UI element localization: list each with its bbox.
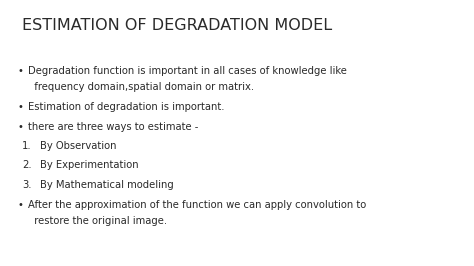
Text: •: • (18, 102, 24, 112)
Text: After the approximation of the function we can apply convolution to: After the approximation of the function … (28, 200, 366, 210)
Text: By Experimentation: By Experimentation (40, 160, 138, 171)
Text: By Mathematical modeling: By Mathematical modeling (40, 180, 174, 190)
Text: Degradation function is important in all cases of knowledge like: Degradation function is important in all… (28, 66, 347, 76)
Text: •: • (18, 66, 24, 76)
Text: By Observation: By Observation (40, 141, 117, 151)
Text: 3.: 3. (22, 180, 31, 190)
Text: •: • (18, 200, 24, 210)
Text: ESTIMATION OF DEGRADATION MODEL: ESTIMATION OF DEGRADATION MODEL (22, 18, 332, 33)
Text: Estimation of degradation is important.: Estimation of degradation is important. (28, 102, 225, 112)
Text: there are three ways to estimate -: there are three ways to estimate - (28, 122, 199, 131)
Text: restore the original image.: restore the original image. (28, 216, 167, 226)
Text: •: • (18, 122, 24, 131)
Text: 2.: 2. (22, 160, 32, 171)
Text: 1.: 1. (22, 141, 32, 151)
Text: frequency domain,spatial domain or matrix.: frequency domain,spatial domain or matri… (28, 82, 254, 93)
